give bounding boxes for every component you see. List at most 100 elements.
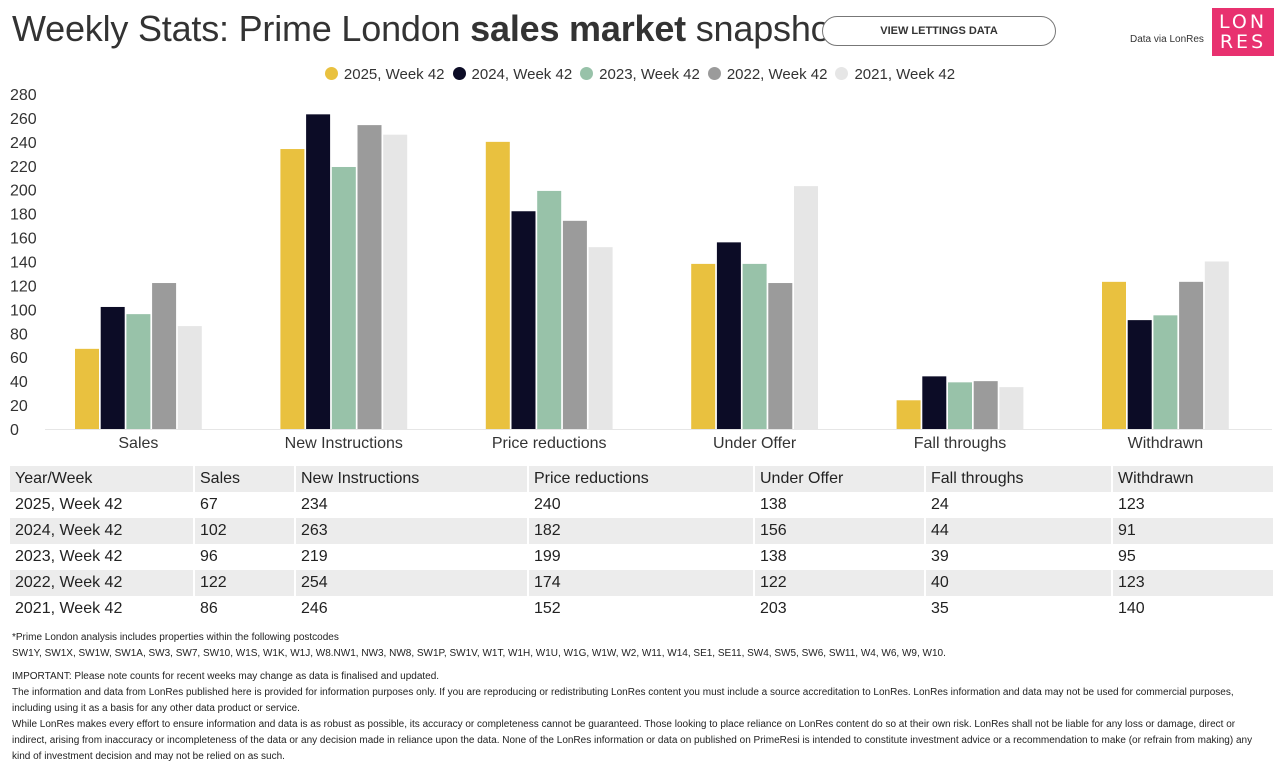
table-cell: 263: [294, 518, 528, 544]
bar: [100, 306, 125, 429]
bar: [75, 348, 99, 429]
bar: [1204, 261, 1229, 429]
legend-marker: [707, 67, 721, 80]
y-tick-label: 0: [10, 422, 19, 439]
table-header-cell: Price reductions: [527, 466, 754, 492]
table-row: 2024, Week 42 102 263 182 156 44 91: [10, 518, 1273, 544]
table-cell: 156: [753, 518, 925, 544]
y-tick-label: 160: [10, 231, 37, 248]
table-cell: 174: [527, 570, 754, 596]
y-tick-label: 120: [10, 278, 37, 295]
disclaimer: IMPORTANT: Please note counts for recent…: [12, 669, 1268, 765]
table-cell: 203: [753, 596, 925, 622]
table-row: 2022, Week 42 122 254 174 122 40 123: [10, 570, 1273, 596]
bar: [537, 190, 562, 429]
bar: [331, 166, 356, 429]
bar: [511, 211, 536, 429]
table-cell: 2023, Week 42: [10, 544, 194, 570]
legend-item: 2024, Week 42: [452, 66, 572, 83]
bar: [716, 242, 741, 429]
title-part-2: snapshot: [695, 8, 841, 49]
legend-label: 2022, Week 42: [726, 66, 828, 83]
legend-label: 2023, Week 42: [599, 66, 700, 83]
table-cell: 24: [924, 492, 1112, 518]
postcode-note: *Prime London analysis includes properti…: [12, 630, 1268, 662]
y-tick-label: 260: [10, 111, 37, 128]
table-cell: 2021, Week 42: [10, 596, 194, 622]
table-header-cell: Under Offer: [753, 466, 925, 492]
y-tick-label: 60: [10, 350, 28, 367]
table-cell: 254: [294, 570, 528, 596]
bar: [126, 314, 151, 429]
table-cell: 102: [193, 518, 295, 544]
table-cell: 152: [527, 596, 754, 622]
footnote-line-3: IMPORTANT: Please note counts for recent…: [12, 671, 440, 682]
bar: [973, 381, 998, 429]
bar: [794, 186, 818, 429]
logo-line-1: LON: [1218, 11, 1268, 33]
x-tick-label: Sales: [118, 435, 158, 452]
legend-item: 2021, Week 42: [835, 66, 955, 83]
table-cell: 123: [1111, 492, 1273, 518]
table-cell: 35: [924, 596, 1112, 622]
table-cell: 39: [924, 544, 1112, 570]
bar: [948, 382, 972, 429]
legend-item: 2025, Week 42: [324, 66, 445, 83]
bar: [588, 247, 613, 429]
table-cell: 44: [924, 518, 1112, 544]
bar: [485, 141, 510, 429]
legend-item: 2023, Week 42: [580, 66, 700, 83]
legend-label: 2025, Week 42: [343, 66, 445, 83]
table-header-row: Year/Week Sales New Instructions Price redu…: [10, 466, 1273, 492]
bar: [1179, 281, 1204, 429]
page-title: Weekly Stats: Prime London sales market …: [12, 8, 840, 50]
table-cell: 122: [193, 570, 295, 596]
x-tick-label: Withdrawn: [1128, 435, 1204, 452]
y-tick-label: 100: [10, 302, 37, 319]
bar: [922, 376, 947, 429]
bar: [383, 134, 408, 429]
legend-marker: [580, 67, 594, 80]
legend-marker: [324, 67, 338, 80]
bar: [562, 220, 587, 429]
y-tick-label: 80: [10, 326, 28, 343]
bar: [306, 114, 331, 429]
y-tick-label: 200: [10, 183, 37, 200]
table-header-cell: Sales: [193, 466, 295, 492]
footnote-line-4: The information and data from LonRes pub…: [12, 687, 1234, 714]
lonres-logo: LON RES: [1212, 8, 1274, 56]
y-tick-label: 220: [10, 159, 37, 176]
table-cell: 2025, Week 42: [10, 492, 194, 518]
table-cell: 123: [1111, 570, 1273, 596]
table-header-cell: New Instructions: [294, 466, 528, 492]
bar: [280, 149, 305, 429]
table-cell: 2022, Week 42: [10, 570, 194, 596]
x-tick-label: Price reductions: [492, 435, 607, 452]
footnote-line-1: *Prime London analysis includes properti…: [12, 632, 339, 643]
footnote-line-5: While LonRes makes every effort to ensur…: [12, 719, 1253, 762]
table-cell: 95: [1111, 544, 1273, 570]
title-bold: sales market: [470, 8, 686, 49]
table-cell: 67: [193, 492, 295, 518]
view-lettings-data-button[interactable]: VIEW LETTINGS DATA: [822, 16, 1056, 46]
logo-line-2: RES: [1219, 31, 1267, 53]
bar-chart: 0 20 40 60 80 100 120 140 160 180 200 220 240 260 280 S…: [10, 87, 1272, 452]
table-cell: 246: [294, 596, 528, 622]
table-cell: 40: [924, 570, 1112, 596]
y-tick-label: 140: [10, 255, 37, 272]
bar: [177, 326, 202, 429]
table-header-cell: Withdrawn: [1111, 466, 1273, 492]
title-part-1: Weekly Stats: Prime London: [12, 8, 461, 49]
table-row: 2025, Week 42 67 234 240 138 24 123: [10, 492, 1273, 518]
legend-item: 2022, Week 42: [707, 66, 828, 83]
legend-label: 2021, Week 42: [854, 66, 956, 83]
x-tick-label: New Instructions: [285, 435, 403, 452]
stats-table: Year/Week Sales New Instructions Price redu…: [10, 466, 1273, 622]
table-cell: 122: [753, 570, 925, 596]
table-row: 2023, Week 42 96 219 199 138 39 95: [10, 544, 1273, 570]
bar: [768, 283, 793, 429]
table-cell: 91: [1111, 518, 1273, 544]
y-tick-label: 280: [10, 87, 37, 104]
table-cell: 2024, Week 42: [10, 518, 194, 544]
table-cell: 240: [527, 492, 754, 518]
